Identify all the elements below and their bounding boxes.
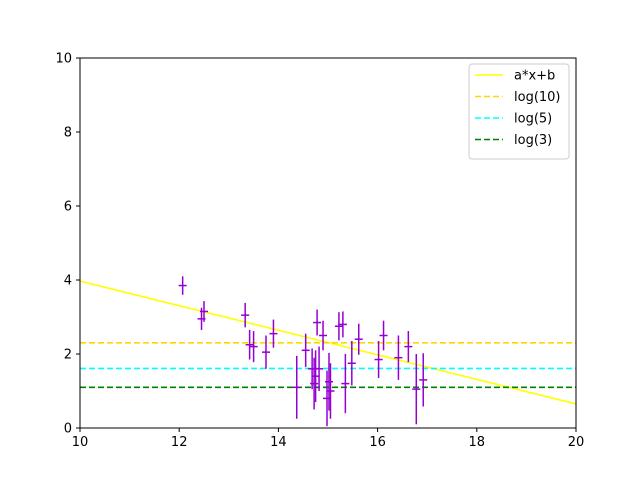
data-point (269, 319, 278, 348)
data-point (249, 331, 258, 363)
y-tick: 10 (55, 52, 80, 67)
legend-entry: a*x+b (475, 69, 555, 84)
legend-label: log(10) (514, 90, 561, 105)
data-point (241, 302, 250, 328)
y-axis: 0 2 4 6 8 10 (55, 52, 80, 437)
data-point (354, 323, 363, 355)
x-tick: 12 (171, 428, 188, 450)
data-point (178, 276, 187, 295)
legend-label: a*x+b (514, 69, 555, 84)
y-tick: 8 (64, 126, 80, 141)
y-tick: 2 (64, 348, 80, 363)
series-layer (80, 280, 576, 405)
y-tick-label: 0 (64, 422, 72, 437)
data-point (338, 311, 347, 338)
y-tick-label: 4 (64, 274, 72, 289)
x-tick-label: 20 (568, 435, 585, 450)
legend-entry: log(5) (475, 112, 552, 127)
data-point (334, 312, 343, 341)
x-tick-label: 10 (72, 435, 89, 450)
x-tick: 14 (270, 428, 287, 450)
data-point (419, 353, 428, 407)
data-point (394, 335, 403, 380)
data-point (311, 350, 320, 403)
legend-label: log(5) (514, 112, 552, 127)
x-tick: 10 (72, 428, 89, 450)
data-point (292, 355, 301, 419)
data-point (404, 331, 413, 363)
data-point (301, 333, 310, 367)
y-tick: 0 (64, 422, 80, 437)
plot-frame (79, 57, 577, 429)
data-point (326, 363, 335, 419)
x-tick-label: 12 (171, 435, 188, 450)
data-point (347, 341, 356, 386)
y-tick-label: 6 (64, 200, 72, 215)
legend-box (468, 63, 570, 160)
data-point (319, 320, 328, 351)
y-tick-label: 2 (64, 348, 72, 363)
data-point (379, 320, 388, 351)
data-point (313, 309, 322, 336)
data-point (200, 301, 208, 322)
x-tick-label: 14 (270, 435, 287, 450)
x-axis: 10 12 14 16 18 20 (72, 428, 585, 450)
data-point (315, 346, 324, 391)
x-tick-label: 16 (369, 435, 386, 450)
legend-entry: log(10) (475, 90, 561, 105)
points-layer (178, 276, 428, 427)
data-point (412, 354, 421, 425)
y-tick-label: 8 (64, 126, 72, 141)
data-point (262, 335, 270, 369)
data-point (245, 329, 254, 360)
legend: a*x+b log(10) log(5) log(3) (468, 63, 570, 160)
legend-entry: log(3) (475, 133, 552, 148)
data-point (324, 352, 333, 411)
x-tick: 16 (369, 428, 386, 450)
data-point (310, 357, 319, 410)
data-point (374, 341, 383, 379)
x-tick: 20 (568, 428, 585, 450)
data-point (341, 354, 350, 414)
x-tick-label: 18 (469, 435, 486, 450)
x-tick: 18 (469, 428, 486, 450)
y-tick-label: 10 (55, 52, 72, 67)
y-tick: 4 (64, 274, 80, 289)
y-tick: 6 (64, 200, 80, 215)
legend-label: log(3) (514, 133, 552, 148)
